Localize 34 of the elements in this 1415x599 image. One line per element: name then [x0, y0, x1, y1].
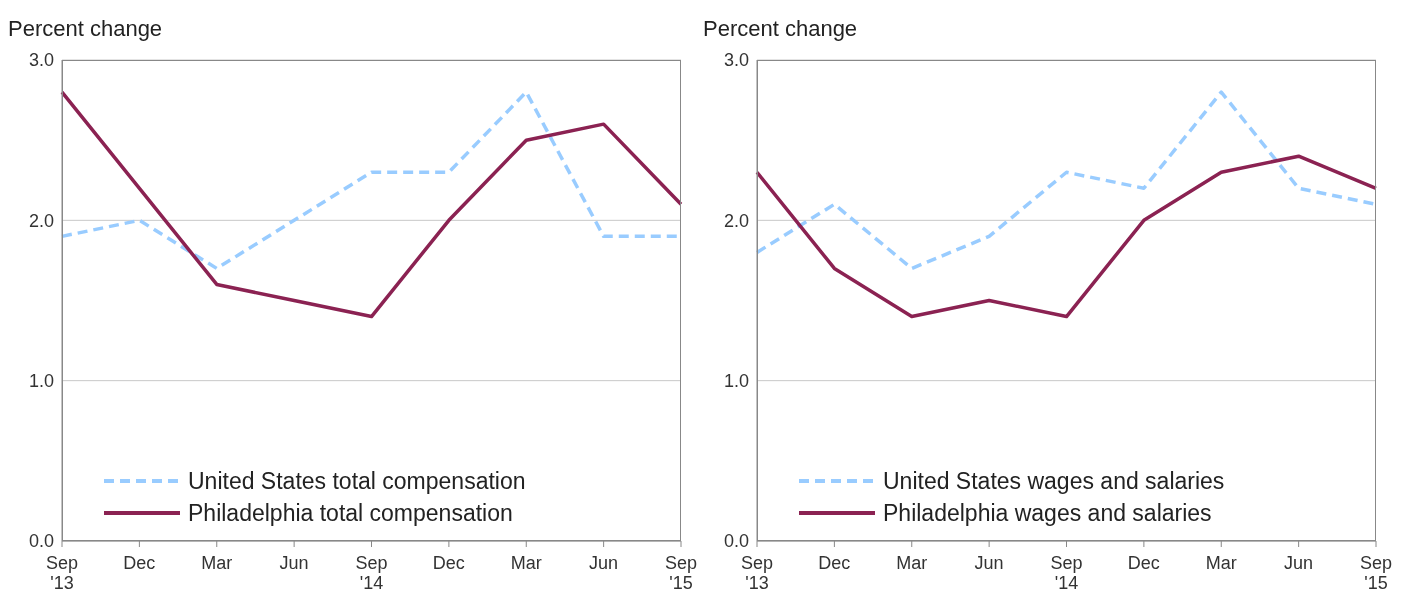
x-tick-label: Sep '13	[45, 553, 79, 593]
y-tick-label: 2.0	[28, 210, 54, 231]
x-tick-label: Sep '13	[740, 553, 774, 593]
x-tick-label: Mar	[896, 553, 928, 573]
x-tick-label: Sep '15	[1359, 553, 1393, 593]
x-tick-label: Mar	[510, 553, 542, 573]
x-tick-label: Jun	[1284, 553, 1314, 573]
y-tick-label: 0.0	[28, 531, 54, 552]
x-tick-label: Dec	[1127, 553, 1160, 573]
y-axis-title: Percent change	[8, 16, 163, 42]
x-tick-label: Sep '15	[664, 553, 698, 593]
line-series	[60, 90, 683, 319]
line-series	[755, 154, 1378, 319]
x-tick-label: Sep '14	[355, 553, 388, 593]
y-tick-label: 3.0	[723, 50, 749, 71]
y-tick-label: 3.0	[28, 50, 54, 71]
x-tick-label: Mar	[1205, 553, 1237, 573]
y-tick-label: 2.0	[723, 210, 749, 231]
x-tick-label: Dec	[123, 553, 156, 573]
x-tick-label: Dec	[818, 553, 851, 573]
x-tick-label: Mar	[201, 553, 233, 573]
y-axis-title: Percent change	[703, 16, 858, 42]
x-tick-label: Dec	[432, 553, 465, 573]
x-tick-label: Sep '14	[1050, 553, 1083, 593]
legend-label: Philadelphia wages and salaries	[883, 499, 1212, 528]
x-tick-label: Jun	[589, 553, 619, 573]
legend-label: United States total compensation	[188, 467, 526, 496]
x-tick-label: Jun	[279, 553, 309, 573]
y-tick-label: 0.0	[723, 531, 749, 552]
x-tick-label: Jun	[974, 553, 1004, 573]
legend-label: United States wages and salaries	[883, 467, 1225, 496]
y-tick-label: 1.0	[723, 371, 749, 392]
y-tick-label: 1.0	[28, 371, 54, 392]
legend-label: Philadelphia total compensation	[188, 499, 513, 528]
